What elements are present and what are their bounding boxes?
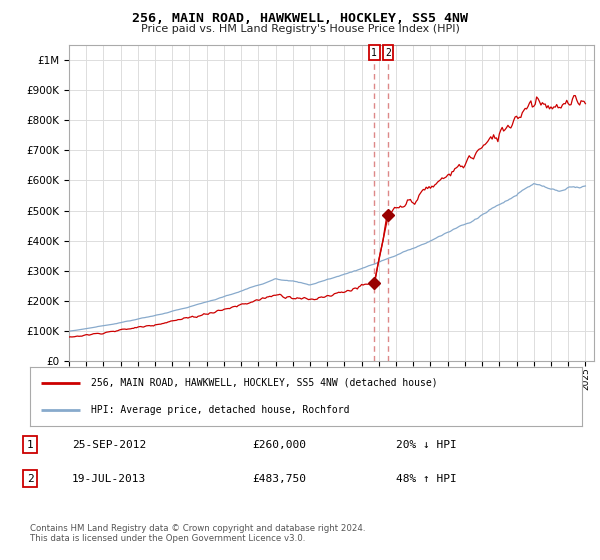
Text: Price paid vs. HM Land Registry's House Price Index (HPI): Price paid vs. HM Land Registry's House … bbox=[140, 24, 460, 34]
Text: £260,000: £260,000 bbox=[252, 440, 306, 450]
Text: £483,750: £483,750 bbox=[252, 474, 306, 484]
Text: HPI: Average price, detached house, Rochford: HPI: Average price, detached house, Roch… bbox=[91, 405, 349, 415]
Text: 2: 2 bbox=[385, 48, 391, 58]
Text: 256, MAIN ROAD, HAWKWELL, HOCKLEY, SS5 4NW (detached house): 256, MAIN ROAD, HAWKWELL, HOCKLEY, SS5 4… bbox=[91, 377, 437, 388]
Text: 19-JUL-2013: 19-JUL-2013 bbox=[72, 474, 146, 484]
Text: 2: 2 bbox=[26, 474, 34, 484]
Text: 256, MAIN ROAD, HAWKWELL, HOCKLEY, SS5 4NW: 256, MAIN ROAD, HAWKWELL, HOCKLEY, SS5 4… bbox=[132, 12, 468, 25]
Text: Contains HM Land Registry data © Crown copyright and database right 2024.
This d: Contains HM Land Registry data © Crown c… bbox=[30, 524, 365, 543]
Text: 20% ↓ HPI: 20% ↓ HPI bbox=[396, 440, 457, 450]
Text: 1: 1 bbox=[26, 440, 34, 450]
Text: 48% ↑ HPI: 48% ↑ HPI bbox=[396, 474, 457, 484]
Text: 25-SEP-2012: 25-SEP-2012 bbox=[72, 440, 146, 450]
Text: 1: 1 bbox=[371, 48, 377, 58]
